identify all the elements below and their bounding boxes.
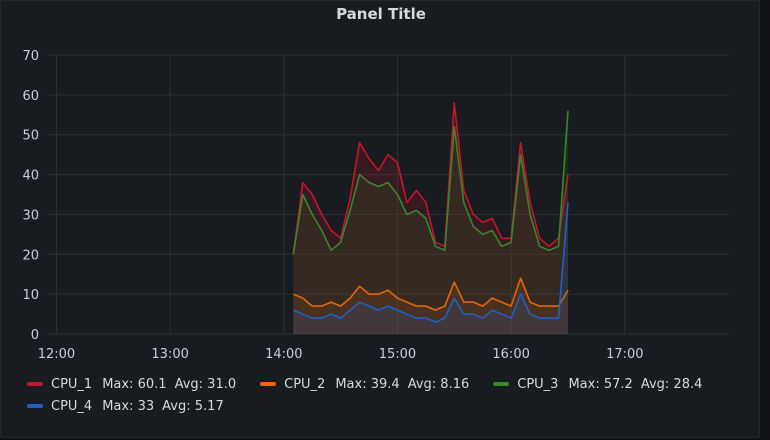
legend-swatch <box>260 382 277 386</box>
series-area-cpu-3 <box>293 110 568 334</box>
x-tick-label: 16:00 <box>492 347 529 362</box>
legend-avg-label: Avg: <box>162 398 191 414</box>
x-tick-label: 13:00 <box>151 347 188 362</box>
x-tick-label: 17:00 <box>606 347 643 362</box>
legend-max-value: 60.1 <box>137 376 167 392</box>
legend-avg-value: 5.17 <box>194 398 224 414</box>
legend-max-label: Max: <box>102 376 134 392</box>
series-line-cpu-2 <box>292 277 569 311</box>
series-line-cpu-1 <box>292 102 569 255</box>
legend-max-value: 39.4 <box>370 376 400 392</box>
legend-item-cpu1[interactable]: CPU_1 Max: 60.1 Avg: 31.0 <box>27 377 244 392</box>
panel-title[interactable]: Panel Title <box>336 5 426 23</box>
series-area-cpu-4 <box>293 202 568 334</box>
y-tick-label: 10 <box>22 288 39 303</box>
legend-avg-label: Avg: <box>174 376 204 392</box>
legend-avg-label: Avg: <box>407 376 437 392</box>
y-tick-label: 50 <box>22 129 39 144</box>
x-tick-label: 15:00 <box>379 347 416 362</box>
series-area-cpu-2 <box>293 278 568 334</box>
legend-avg-value: 8.16 <box>440 376 470 392</box>
legend-swatch <box>27 382 43 386</box>
legend-max-value: 57.2 <box>603 376 633 392</box>
legend-item-cpu2[interactable]: CPU_2 Max: 39.4 Avg: 8.16 <box>260 377 477 392</box>
legend-max-label: Max: <box>568 376 600 392</box>
y-tick-label: 70 <box>22 49 39 64</box>
legend-series-name: CPU_3 <box>517 376 559 392</box>
legend-avg-value: 28.4 <box>673 376 703 392</box>
chart-plot[interactable]: 0 10 20 30 40 50 60 70 12:00 13:00 14:00 15:00 16:00… <box>1 1 761 371</box>
y-tick-label: 60 <box>22 89 39 104</box>
legend-row: CPU_1 Max: 60.1 Avg: 31.0 CPU_2 Max: 39.… <box>27 373 757 395</box>
legend-series-name: CPU_2 <box>284 376 326 392</box>
legend: CPU_1 Max: 60.1 Avg: 31.0 CPU_2 Max: 39.… <box>27 373 757 417</box>
y-tick-label: 30 <box>22 208 39 223</box>
x-tick-label: 14:00 <box>265 347 302 362</box>
legend-row: CPU_4 Max: 33 Avg: 5.17 <box>27 395 757 417</box>
legend-swatch <box>493 382 510 386</box>
legend-series-name: CPU_1 <box>51 376 93 392</box>
legend-max-value: 33 <box>137 398 155 414</box>
series-area-cpu-1 <box>293 102 568 334</box>
series-line-cpu-4 <box>292 202 569 323</box>
y-tick-label: 20 <box>22 248 39 263</box>
legend-swatch <box>27 404 43 408</box>
legend-series-name: CPU_4 <box>51 398 93 414</box>
legend-item-cpu4[interactable]: CPU_4 Max: 33 Avg: 5.17 <box>27 399 232 414</box>
legend-max-label: Max: <box>102 398 134 414</box>
x-tick-label: 12:00 <box>38 347 75 362</box>
y-tick-label: 0 <box>31 328 39 343</box>
y-tick-label: 40 <box>22 169 39 184</box>
legend-avg-label: Avg: <box>640 376 670 392</box>
legend-item-cpu3[interactable]: CPU_3 Max: 57.2 Avg: 28.4 <box>493 377 710 392</box>
series-line-cpu-3 <box>292 110 569 255</box>
legend-max-label: Max: <box>335 376 367 392</box>
legend-avg-value: 31.0 <box>207 376 237 392</box>
